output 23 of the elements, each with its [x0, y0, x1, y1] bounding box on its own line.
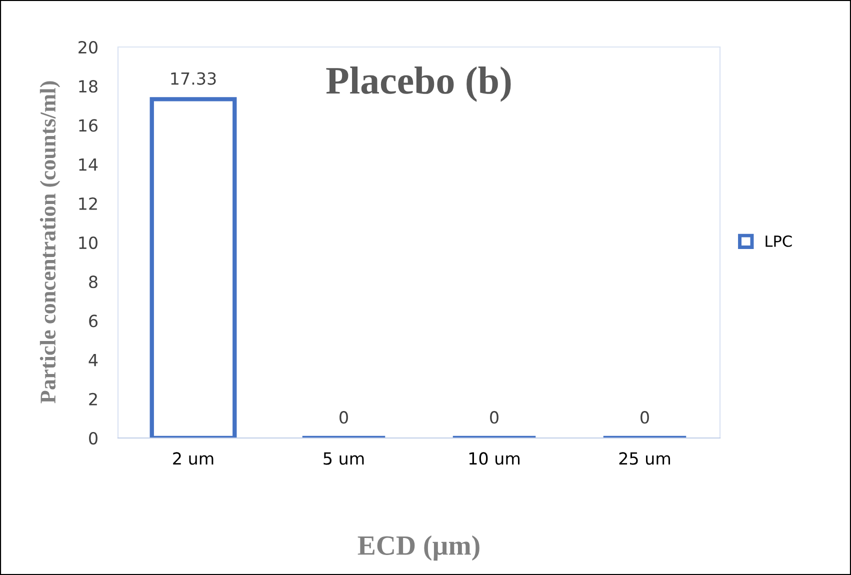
y-tick-label: 10 [79, 236, 98, 250]
y-tick-label: 6 [89, 314, 98, 328]
y-tick-label: 18 [79, 80, 98, 93]
data-label: 0 [640, 411, 649, 424]
y-tick-label: 2 [89, 392, 97, 406]
x-tick-label: 2 um [173, 452, 214, 465]
x-axis-title: ECD (µm) [358, 535, 480, 561]
x-tick-label: 5 um [324, 452, 364, 465]
y-tick-label: 0 [89, 432, 98, 445]
x-tick-label: 25 um [619, 452, 670, 465]
x-tick-label: 10 um [469, 452, 520, 465]
y-tick-label: 16 [79, 119, 98, 132]
data-label: 17.33 [171, 72, 216, 85]
y-axis-title: Particle concentration (counts/ml) [40, 81, 60, 404]
y-tick-label: 14 [79, 158, 98, 171]
y-tick-label: 8 [89, 276, 98, 288]
data-label: 0 [340, 411, 348, 424]
chart-title: Placebo (b) [326, 66, 511, 102]
legend-label: LPC [766, 235, 792, 247]
data-label: 0 [490, 411, 498, 424]
y-tick-label: 4 [88, 354, 98, 366]
y-tick-label: 20 [78, 40, 98, 54]
y-tick-label: 12 [79, 197, 97, 210]
